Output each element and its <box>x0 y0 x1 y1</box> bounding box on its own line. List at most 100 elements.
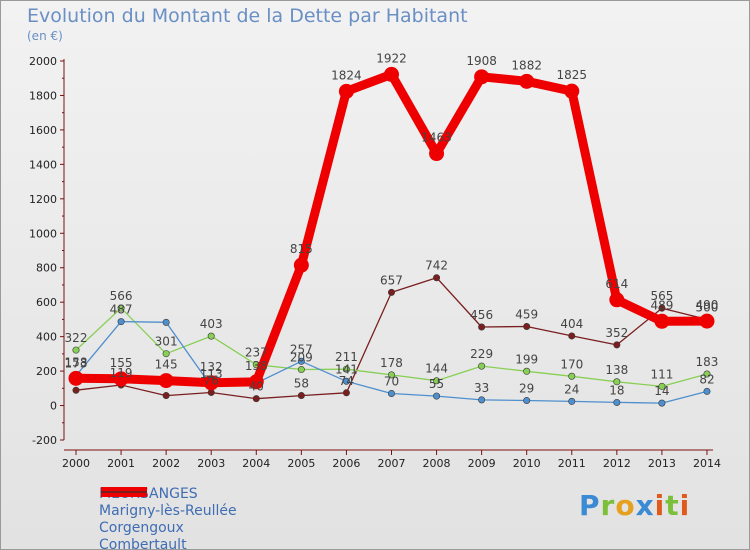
y-tick-label: 1800 <box>29 89 57 102</box>
data-point-corgengoux <box>207 332 215 340</box>
legend-item-corgengoux[interactable]: Corgengoux <box>99 491 237 536</box>
x-tick-label: 2007 <box>377 457 405 470</box>
data-label-marigny: 14 <box>654 384 669 398</box>
data-label-combertault: 742 <box>425 259 448 273</box>
data-point-corgengoux <box>387 371 395 379</box>
data-label-meursanges: 490 <box>696 298 719 312</box>
data-label-meursanges: 614 <box>605 277 628 291</box>
data-label-corgengoux: 322 <box>65 331 88 345</box>
data-point-combertault <box>252 395 260 403</box>
data-label-corgengoux: 138 <box>605 363 628 377</box>
data-point-combertault <box>658 304 666 312</box>
legend-label-corgengoux: Corgengoux <box>99 519 184 536</box>
data-label-meursanges: 1825 <box>556 68 587 82</box>
data-point-meursanges <box>293 257 309 273</box>
x-tick-label: 2004 <box>242 457 270 470</box>
data-point-corgengoux <box>117 304 125 312</box>
data-point-corgengoux <box>613 378 621 386</box>
data-label-marigny: 29 <box>519 382 534 396</box>
data-label-combertault: 459 <box>515 307 538 321</box>
data-point-corgengoux <box>297 366 305 374</box>
legend-label-marigny: Marigny-lès-Reullée <box>99 502 237 519</box>
data-label-corgengoux: 199 <box>515 352 538 366</box>
data-label-corgengoux: 183 <box>696 355 719 369</box>
y-tick-label: 400 <box>36 331 57 344</box>
data-label-meursanges: 155 <box>110 356 133 370</box>
data-point-meursanges <box>429 146 445 162</box>
data-point-combertault <box>297 392 305 400</box>
x-tick-label: 2010 <box>513 457 541 470</box>
x-tick-label: 2002 <box>152 457 180 470</box>
data-point-combertault <box>433 274 441 282</box>
data-label-marigny: 487 <box>110 303 133 317</box>
x-tick-label: 2009 <box>468 457 496 470</box>
x-tick-label: 2006 <box>332 457 360 470</box>
legend-item-marigny[interactable]: Marigny-lès-Reullée <box>99 491 237 519</box>
data-label-marigny: 257 <box>290 342 313 356</box>
x-tick-label: 2000 <box>62 457 90 470</box>
x-tick-label: 2001 <box>107 457 135 470</box>
data-point-corgengoux <box>478 362 486 370</box>
data-label-meursanges: 1824 <box>331 68 362 82</box>
data-label-combertault: 500 <box>696 300 719 314</box>
data-label-corgengoux: 144 <box>425 362 448 376</box>
data-label-combertault: 58 <box>294 377 309 391</box>
data-point-corgengoux <box>433 377 441 385</box>
data-point-corgengoux <box>568 372 576 380</box>
data-point-meursanges <box>113 371 129 387</box>
chart-unit: (en €) <box>27 29 63 43</box>
data-point-meursanges <box>564 83 580 99</box>
y-tick-label: 1200 <box>29 193 57 206</box>
y-tick-label: 600 <box>36 296 57 309</box>
data-label-combertault: 657 <box>380 273 403 287</box>
data-label-meursanges: 489 <box>650 298 673 312</box>
data-point-marigny <box>162 318 170 326</box>
data-label-marigny: 55 <box>429 377 444 391</box>
data-label-corgengoux: 237 <box>245 346 268 360</box>
data-point-meursanges <box>248 374 264 390</box>
y-tick-label: -200 <box>32 434 57 447</box>
data-label-combertault: 40 <box>249 380 264 394</box>
data-label-corgengoux: 301 <box>155 335 178 349</box>
y-tick-label: 200 <box>36 365 57 378</box>
data-label-meursanges: 158 <box>65 355 88 369</box>
data-label-corgengoux: 229 <box>470 347 493 361</box>
x-tick-label: 2013 <box>648 457 676 470</box>
data-label-meursanges: 1908 <box>466 54 497 68</box>
data-label-meursanges: 132 <box>200 360 223 374</box>
data-point-corgengoux <box>523 367 531 375</box>
data-label-meursanges: 1922 <box>376 51 407 65</box>
data-point-combertault <box>162 392 170 400</box>
data-label-combertault: 352 <box>605 326 628 340</box>
chart-title: Evolution du Montant de la Dette par Hab… <box>27 5 468 27</box>
data-label-combertault: 565 <box>650 289 673 303</box>
data-point-marigny <box>387 389 395 397</box>
data-point-meursanges <box>474 69 490 85</box>
data-point-meursanges <box>519 73 535 89</box>
data-label-meursanges: 138 <box>245 359 268 373</box>
data-point-marigny <box>117 318 125 326</box>
data-label-corgengoux: 111 <box>650 367 673 381</box>
data-point-combertault <box>478 323 486 331</box>
data-point-corgengoux <box>342 365 350 373</box>
data-label-meursanges: 1882 <box>511 58 542 72</box>
y-tick-label: 2000 <box>29 55 57 68</box>
data-point-corgengoux <box>703 370 711 378</box>
data-point-combertault <box>523 322 531 330</box>
data-label-meursanges: 145 <box>155 358 178 372</box>
y-tick-label: 800 <box>36 262 57 275</box>
data-point-corgengoux <box>162 350 170 358</box>
data-point-meursanges <box>68 370 84 386</box>
data-point-combertault <box>568 332 576 340</box>
data-point-meursanges <box>609 292 625 308</box>
legend-item-combertault[interactable]: Combertault <box>99 491 237 549</box>
data-point-marigny <box>613 398 621 406</box>
data-label-corgengoux: 566 <box>110 289 133 303</box>
legend-swatch-combertault <box>101 491 147 493</box>
data-label-corgengoux: 170 <box>560 357 583 371</box>
proxiti-logo: Proxiti <box>579 489 691 522</box>
data-point-combertault <box>613 341 621 349</box>
data-point-meursanges <box>158 373 174 389</box>
